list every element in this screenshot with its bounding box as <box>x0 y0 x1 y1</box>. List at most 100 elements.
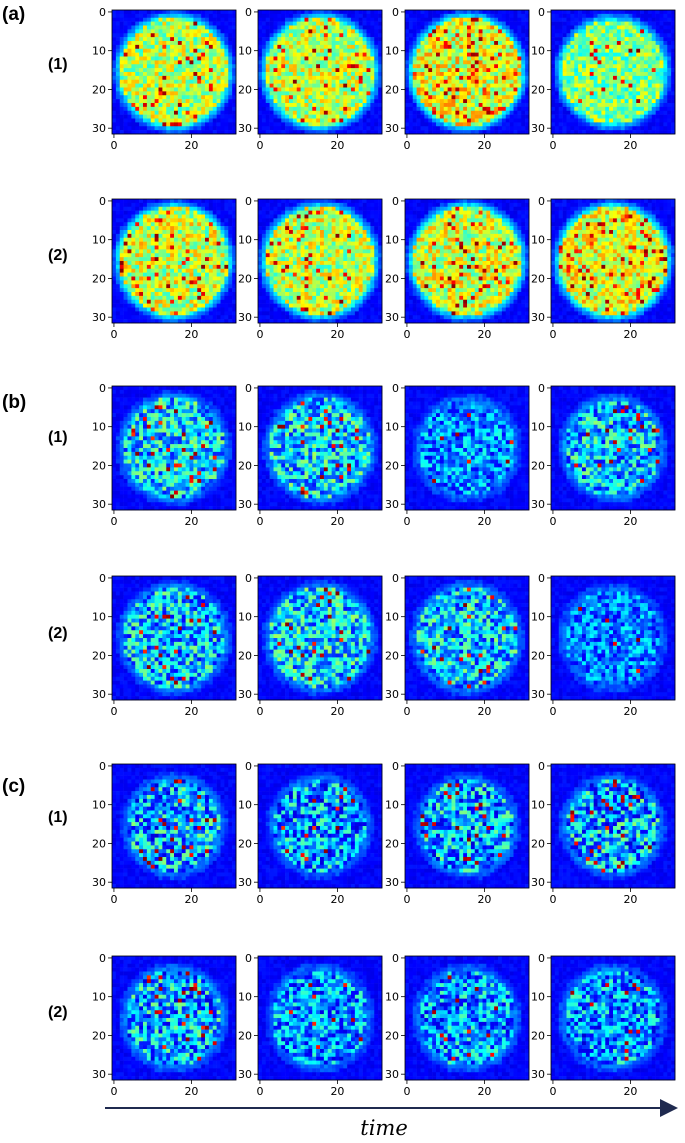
heatmap-cell <box>616 44 622 50</box>
heatmap-cell <box>261 29 267 34</box>
heatmap-cell <box>459 33 464 38</box>
heatmap-cell <box>139 257 144 262</box>
heatmap-cell <box>154 130 159 135</box>
heatmap-cell <box>439 48 445 53</box>
heatmap-cell <box>551 56 556 61</box>
heatmap-cell <box>197 249 202 254</box>
heatmap-cell <box>181 118 186 123</box>
heatmap-cell <box>150 21 155 26</box>
heatmap-cell <box>220 106 225 112</box>
heatmap-cell <box>139 99 144 104</box>
heatmap-cell <box>212 122 217 127</box>
heatmap-cell <box>370 110 375 115</box>
heatmap-cell <box>112 79 117 84</box>
heatmap-cell <box>258 79 263 84</box>
heatmap-cell <box>351 52 356 57</box>
heatmap-cell <box>478 10 483 15</box>
heatmap-cell <box>509 95 514 100</box>
heatmap-cell <box>154 218 159 223</box>
heatmap-cell <box>123 29 128 34</box>
heatmap-cell <box>224 13 229 19</box>
heatmap-cell <box>351 91 356 96</box>
heatmap-cell <box>482 48 487 53</box>
heatmap-cell <box>224 68 229 73</box>
heatmap-cell <box>358 103 363 108</box>
heatmap-cell <box>467 29 472 34</box>
heatmap-cell <box>224 272 229 277</box>
heatmap-cell <box>589 25 594 30</box>
heatmap-cell <box>486 118 491 123</box>
heatmap-cell <box>616 29 622 34</box>
heatmap-cell <box>378 13 383 19</box>
heatmap-cell <box>201 56 206 61</box>
heatmap-cell <box>185 222 190 227</box>
heatmap-cell <box>220 214 225 219</box>
heatmap-cell <box>585 41 591 46</box>
heatmap-cell <box>323 83 329 88</box>
heatmap-cell <box>208 79 214 84</box>
heatmap-cell <box>554 52 560 57</box>
heatmap-cell <box>135 118 140 123</box>
heatmap-cell <box>170 241 175 246</box>
heatmap-cell <box>405 83 410 88</box>
heatmap-cell <box>589 126 594 131</box>
heatmap-cell <box>289 103 294 108</box>
heatmap-cell <box>358 122 363 127</box>
heatmap-cell <box>655 25 660 30</box>
heatmap-cell <box>127 48 132 53</box>
heatmap-cell <box>300 33 305 38</box>
heatmap-cell <box>115 72 121 77</box>
heatmap-cell <box>308 60 313 65</box>
heatmap-cell <box>170 87 175 92</box>
heatmap-cell <box>189 60 194 65</box>
heatmap-cell <box>436 91 441 96</box>
heatmap-cell <box>436 33 441 38</box>
heatmap-cell <box>265 41 270 46</box>
heatmap-cell <box>135 44 140 50</box>
heatmap-cell <box>224 222 229 227</box>
heatmap-cell <box>170 60 175 65</box>
heatmap-cell <box>112 17 117 22</box>
heatmap-cell <box>513 10 518 15</box>
heatmap-cell <box>232 13 237 19</box>
heatmap-cell <box>347 75 352 81</box>
heatmap-cell <box>412 64 417 69</box>
heatmap-cell <box>174 114 179 119</box>
heatmap-cell <box>228 218 233 223</box>
heatmap-cell <box>659 29 664 34</box>
heatmap-cell <box>378 64 383 69</box>
heatmap-cell <box>193 261 198 266</box>
heatmap-cell <box>655 44 660 50</box>
heatmap-cell <box>362 13 367 19</box>
heatmap-cell <box>659 114 664 119</box>
heatmap-cell <box>232 237 237 242</box>
heatmap-cell <box>123 44 128 50</box>
heatmap-cell <box>632 91 637 96</box>
heatmap-cell <box>181 253 186 258</box>
heatmap-cell <box>362 60 367 65</box>
heatmap-cell <box>505 44 510 50</box>
heatmap-cell <box>320 56 325 61</box>
heatmap-cell <box>605 72 610 77</box>
heatmap-cell <box>335 99 340 104</box>
heatmap-cell <box>589 91 594 96</box>
heatmap-cell <box>420 37 425 42</box>
heatmap-cell <box>224 276 229 281</box>
heatmap-cell <box>197 56 202 61</box>
heatmap-cell <box>300 103 305 108</box>
heatmap-cell <box>197 44 202 50</box>
heatmap-cell <box>131 222 136 227</box>
heatmap-cell <box>146 222 152 227</box>
heatmap-cell <box>354 91 360 96</box>
heatmap-cell <box>177 199 183 204</box>
heatmap-cell <box>432 13 437 19</box>
heatmap-cell <box>139 56 144 61</box>
heatmap-cell <box>170 122 175 127</box>
heatmap-cell <box>212 114 217 119</box>
heatmap-cell <box>269 33 274 38</box>
heatmap-cell <box>212 237 217 242</box>
heatmap-cell <box>620 87 625 92</box>
heatmap-cell <box>482 68 487 73</box>
heatmap-cell <box>216 257 221 262</box>
